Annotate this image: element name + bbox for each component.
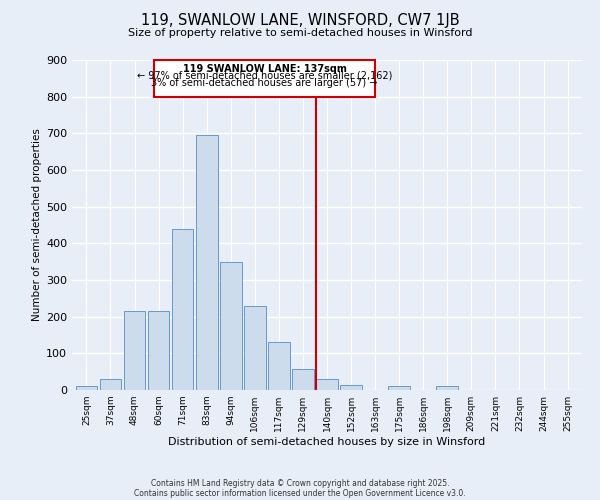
Bar — [76, 386, 97, 390]
Text: ← 97% of semi-detached houses are smaller (2,162): ← 97% of semi-detached houses are smalle… — [137, 71, 392, 81]
Bar — [292, 369, 314, 390]
Text: Contains public sector information licensed under the Open Government Licence v3: Contains public sector information licen… — [134, 488, 466, 498]
Y-axis label: Number of semi-detached properties: Number of semi-detached properties — [32, 128, 42, 322]
Text: 119 SWANLOW LANE: 137sqm: 119 SWANLOW LANE: 137sqm — [182, 64, 346, 74]
Text: Contains HM Land Registry data © Crown copyright and database right 2025.: Contains HM Land Registry data © Crown c… — [151, 478, 449, 488]
Bar — [172, 228, 193, 390]
Bar — [244, 306, 266, 390]
Bar — [340, 384, 362, 390]
Bar — [124, 311, 145, 390]
Bar — [154, 60, 375, 96]
Bar — [148, 311, 169, 390]
Text: 119, SWANLOW LANE, WINSFORD, CW7 1JB: 119, SWANLOW LANE, WINSFORD, CW7 1JB — [140, 12, 460, 28]
Bar — [316, 379, 338, 390]
Text: Size of property relative to semi-detached houses in Winsford: Size of property relative to semi-detach… — [128, 28, 472, 38]
Text: 3% of semi-detached houses are larger (57) →: 3% of semi-detached houses are larger (5… — [151, 78, 377, 88]
Bar — [436, 386, 458, 390]
Bar — [388, 386, 410, 390]
Bar — [196, 135, 218, 390]
X-axis label: Distribution of semi-detached houses by size in Winsford: Distribution of semi-detached houses by … — [169, 437, 485, 447]
Bar — [100, 379, 121, 390]
Bar — [220, 262, 242, 390]
Bar — [268, 342, 290, 390]
